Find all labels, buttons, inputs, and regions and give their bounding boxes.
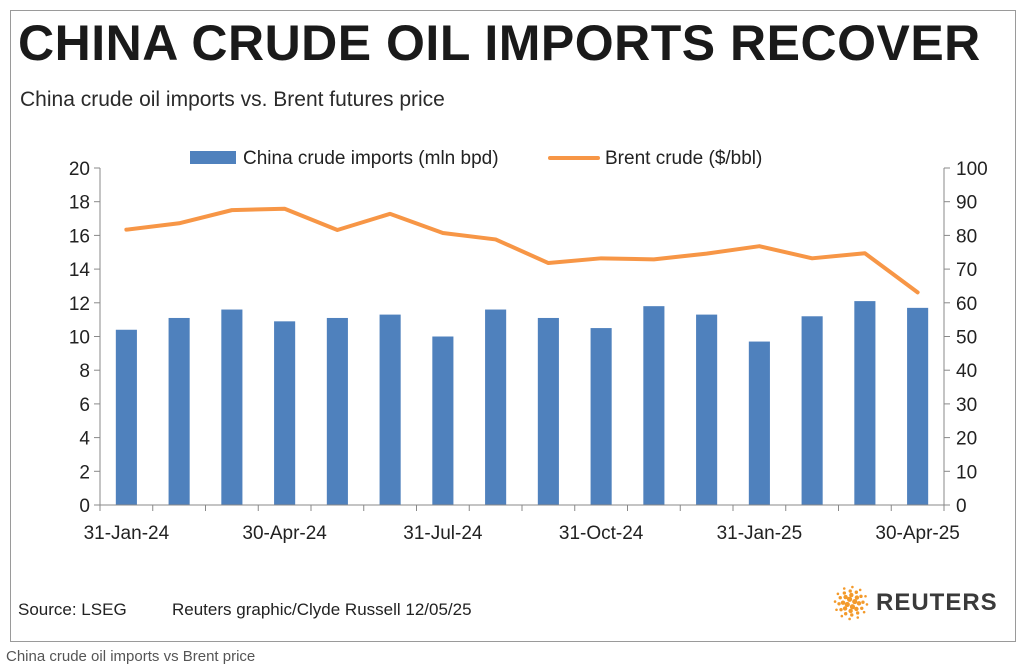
logo-dot <box>848 608 853 614</box>
y-left-tick-label: 2 <box>79 462 90 483</box>
logo-dot <box>844 601 850 608</box>
bar <box>907 307 929 505</box>
reuters-logo-icon <box>833 585 869 621</box>
logo-dot <box>854 606 859 612</box>
y-left-tick-label: 8 <box>79 361 90 382</box>
bar <box>643 306 665 505</box>
logo-dot <box>843 612 848 616</box>
bar <box>801 316 823 505</box>
y-left-tick-label: 14 <box>69 260 91 281</box>
logo-dot <box>861 600 865 604</box>
credit-note: Reuters graphic/Clyde Russell 12/05/25 <box>172 600 472 619</box>
logo-dot <box>848 589 852 593</box>
legend-label-line: Brent crude ($/bbl) <box>605 148 762 169</box>
y-right-tick-label: 100 <box>956 159 988 180</box>
y-left-tick-label: 16 <box>69 226 90 247</box>
y-right-tick-label: 90 <box>956 193 977 214</box>
y-left-tick-label: 18 <box>69 193 90 214</box>
reuters-logo-text: REUTERS <box>876 589 998 616</box>
logo-dot <box>842 606 848 611</box>
y-left-tick-label: 10 <box>69 328 90 349</box>
bar <box>590 328 612 505</box>
logo-dot <box>849 592 854 598</box>
y-right-tick-label: 70 <box>956 260 977 281</box>
bar <box>326 317 348 505</box>
bar <box>379 314 401 505</box>
y-left-tick-label: 0 <box>79 496 90 517</box>
y-left-tick-label: 12 <box>69 294 90 315</box>
logo-dot <box>859 594 863 599</box>
bar <box>274 321 296 505</box>
logo-dot <box>846 596 853 602</box>
bar <box>748 341 770 505</box>
y-left-tick-label: 4 <box>79 429 90 450</box>
reuters-logo: REUTERS <box>832 584 998 622</box>
bar <box>168 317 190 505</box>
y-right-tick-label: 40 <box>956 361 977 382</box>
logo-dot <box>837 602 841 606</box>
logo-dot <box>856 601 862 606</box>
chart-title: CHINA CRUDE OIL IMPORTS RECOVER <box>18 15 981 71</box>
bar <box>537 317 559 505</box>
source-note: Source: LSEG <box>18 600 127 619</box>
logo-dot <box>854 595 860 600</box>
line-series <box>124 206 920 295</box>
x-tick-label: 31-Jul-24 <box>403 523 483 544</box>
logo-dot <box>850 613 854 617</box>
y-right-tick-label: 60 <box>956 294 977 315</box>
bar <box>854 301 876 505</box>
logo-dot <box>839 607 843 612</box>
brent-line <box>124 206 920 295</box>
y-right-tick-label: 30 <box>956 395 977 416</box>
logo-dot <box>864 594 867 598</box>
chart-legend: China crude imports (mln bpd) Brent crude… <box>190 148 762 169</box>
chart-subtitle: China crude oil imports vs. Brent future… <box>20 88 445 111</box>
logo-dot <box>854 590 859 594</box>
logo-dot <box>849 604 856 610</box>
logo-dot <box>838 595 842 600</box>
legend-label-bars: China crude imports (mln bpd) <box>243 148 499 169</box>
y-right-tick-label: 0 <box>956 496 967 517</box>
logo-dot <box>865 603 869 606</box>
logo-dot <box>856 616 860 619</box>
logo-dot <box>843 594 848 600</box>
logo-dot <box>858 588 862 592</box>
y-right-tick-label: 80 <box>956 226 977 247</box>
y-right-tick-label: 10 <box>956 462 977 483</box>
x-tick-label: 30-Apr-25 <box>875 523 960 544</box>
logo-dot <box>862 610 866 614</box>
x-tick-label: 31-Jan-25 <box>717 523 803 544</box>
bar-series <box>115 301 929 505</box>
logo-dot <box>842 587 846 590</box>
y-left-tick-label: 20 <box>69 159 90 180</box>
chart-axes: 0 2 4 6 8 10 12 14 16 18 20 0 10 20 30 40 50 60 70 80 90 100 3… <box>69 159 988 544</box>
y-right-tick-label: 50 <box>956 328 977 349</box>
x-tick-label: 31-Oct-24 <box>559 523 644 544</box>
bar <box>221 309 243 505</box>
bar <box>485 309 507 505</box>
x-tick-label: 30-Apr-24 <box>242 523 327 544</box>
logo-dot <box>840 600 846 605</box>
logo-dot <box>860 606 864 611</box>
bar <box>696 314 718 505</box>
bar <box>115 329 137 505</box>
logo-dot <box>836 592 840 596</box>
logo-dot <box>833 600 837 603</box>
logo-dot <box>851 585 854 589</box>
logo-dot <box>848 617 851 621</box>
logo-dot <box>840 614 844 618</box>
y-right-tick-label: 20 <box>956 429 977 450</box>
logo-dot <box>852 598 858 605</box>
legend-swatch-bars <box>190 151 236 164</box>
bar <box>432 336 454 505</box>
image-caption: China crude oil imports vs Brent price <box>6 648 256 665</box>
logo-dot <box>835 608 838 612</box>
logo-dot <box>842 591 847 595</box>
logo-dot <box>855 611 860 615</box>
y-left-tick-label: 6 <box>79 395 90 416</box>
x-tick-label: 31-Jan-24 <box>84 523 170 544</box>
